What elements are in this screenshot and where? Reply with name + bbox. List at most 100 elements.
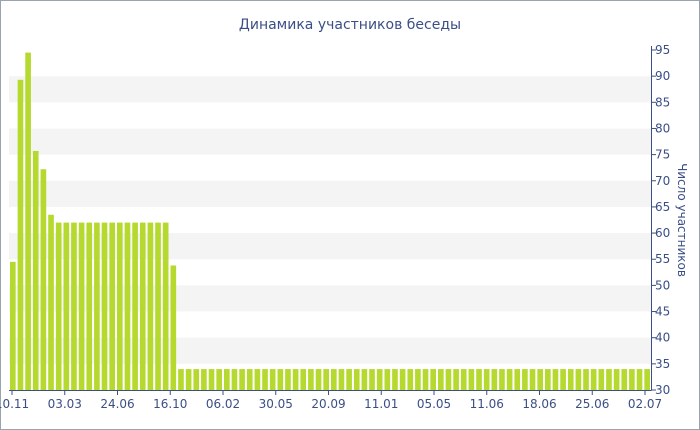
bar [514,369,521,390]
bar [124,222,131,390]
bar [292,369,299,390]
bar [117,222,123,390]
y-tick-label: 70 [655,174,670,188]
bar [560,369,566,390]
bar [208,369,215,390]
grid-band [9,337,651,364]
bars [10,52,650,391]
chart-title: Динамика участников беседы [239,17,461,33]
bar [262,369,268,390]
grid-band [9,233,651,260]
x-tick-label: 20.09 [311,397,345,411]
bar [269,369,276,390]
bar [55,222,62,390]
y-tick-label: 40 [655,331,670,345]
bar [537,369,543,390]
y-tick-label: 55 [655,252,670,266]
bar [40,169,47,390]
bar [25,52,31,391]
bar [170,265,177,390]
x-tick-label: 25.06 [575,397,609,411]
x-tick-label: 30.05 [259,397,293,411]
bar [644,369,650,390]
bar [216,369,222,390]
bar [453,369,459,390]
bar [78,222,85,390]
x-tick-label: 11.06 [470,397,504,411]
x-tick-label: 05.05 [417,397,451,411]
bar [155,222,161,390]
bar [63,222,70,390]
bar [545,369,551,390]
grid-band [9,76,651,103]
bar [361,369,368,390]
x-tick-label: 06.02 [206,397,240,411]
bar [613,369,620,390]
bar [399,369,406,390]
bar [277,369,284,390]
bar [621,369,628,390]
bar [476,369,482,390]
bar [567,369,574,390]
bar [499,369,505,390]
bar [246,369,253,390]
bar [636,369,643,390]
bar [231,369,238,390]
bar [392,369,398,390]
bar [86,222,93,390]
bar [32,150,39,390]
bar [590,369,597,390]
bar [438,369,444,390]
bar [185,369,192,390]
x-tick-label: 10.11 [0,397,29,411]
bar [10,261,16,390]
y-tick-label: 50 [655,278,670,292]
bar [606,369,612,390]
x-tick-label: 16.10 [153,397,187,411]
bar [315,369,322,390]
bar [407,369,414,390]
y-tick-label: 30 [655,383,670,397]
bar [162,222,169,390]
x-tick-label: 18.06 [522,397,556,411]
bar [575,369,582,390]
x-tick-label: 24.06 [100,397,134,411]
bar [529,369,536,390]
bar [552,369,559,390]
bar [445,369,452,390]
bar [506,369,513,390]
bar [331,369,337,390]
bar [71,222,77,390]
y-tick-label: 45 [655,305,670,319]
bar [101,222,108,390]
bar [94,222,100,390]
grid-bands [9,76,651,364]
bar [48,214,54,390]
bar [522,369,528,390]
bar [468,369,475,390]
x-tick-label: 02.07 [628,397,662,411]
bar [193,369,200,390]
x-tick-label: 03.03 [48,397,82,411]
bar [491,369,498,390]
grid-band [9,128,651,155]
bar [323,369,329,390]
bar [483,369,490,390]
bar [629,369,635,390]
y-tick-label: 75 [655,148,670,162]
bar [415,369,421,390]
bar [384,369,391,390]
bar [430,369,436,390]
bar [338,369,345,390]
bar [132,222,138,390]
y-tick-label: 85 [655,95,670,109]
bar [224,369,230,390]
bar [422,369,429,390]
y-tick-label: 60 [655,226,670,240]
bar [376,369,383,390]
grid-band [9,180,651,207]
bar [201,369,207,390]
bar [254,369,261,390]
bar [139,222,146,390]
